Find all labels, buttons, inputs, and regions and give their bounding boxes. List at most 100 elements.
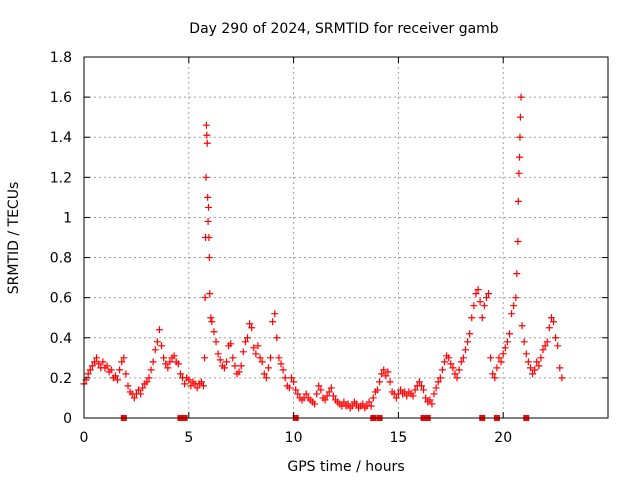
data-point <box>229 354 237 362</box>
data-point <box>264 364 272 372</box>
data-point <box>207 314 215 322</box>
data-point <box>438 366 446 374</box>
data-point <box>208 318 216 326</box>
data-point <box>411 386 419 394</box>
data-point <box>382 372 390 380</box>
data-point <box>204 217 212 225</box>
data-point <box>514 197 522 205</box>
data-point <box>478 314 486 322</box>
data-point <box>537 354 545 362</box>
data-point <box>246 320 254 328</box>
data-point <box>378 370 386 378</box>
data-point <box>111 372 119 380</box>
data-point <box>93 354 101 362</box>
data-point <box>223 358 231 366</box>
data-point <box>151 346 159 354</box>
data-point <box>550 318 558 326</box>
data-point <box>279 366 287 374</box>
data-point <box>258 358 266 366</box>
data-point <box>472 290 480 298</box>
data-point <box>482 294 490 302</box>
data-point <box>359 400 367 408</box>
data-point <box>556 364 564 372</box>
data-point <box>256 354 264 362</box>
data-point <box>539 346 547 354</box>
data-point <box>99 358 107 366</box>
data-point <box>203 139 211 147</box>
data-point <box>201 354 209 362</box>
data-point <box>493 364 501 372</box>
data-point <box>426 396 434 404</box>
data-point <box>197 378 205 386</box>
data-point <box>205 203 213 211</box>
data-point <box>487 354 495 362</box>
data-point <box>417 382 425 390</box>
data-point <box>466 330 474 338</box>
data-point <box>474 286 482 294</box>
data-point <box>340 398 348 406</box>
data-point <box>237 362 245 370</box>
data-point <box>262 374 270 382</box>
data-point <box>145 374 153 382</box>
data-point <box>508 310 516 318</box>
data-point <box>95 360 103 368</box>
data-point <box>88 362 96 370</box>
data-point <box>143 378 151 386</box>
chart-title: Day 290 of 2024, SRMTID for receiver gam… <box>189 21 499 37</box>
y-tick-label: 1.6 <box>50 90 72 106</box>
data-point <box>116 366 124 374</box>
data-point <box>273 334 281 342</box>
data-point <box>134 386 142 394</box>
data-point <box>516 133 524 141</box>
data-point <box>515 169 523 177</box>
data-point <box>294 390 302 398</box>
data-point <box>367 402 375 410</box>
data-point <box>204 193 212 201</box>
data-point <box>290 378 298 386</box>
data-point <box>181 380 189 388</box>
data-point <box>166 358 174 366</box>
data-point <box>552 334 560 342</box>
data-point <box>202 173 210 181</box>
data-point <box>457 358 465 366</box>
data-point <box>541 342 549 350</box>
data-point <box>235 368 243 376</box>
data-point <box>281 374 289 382</box>
data-point <box>352 400 360 408</box>
data-point <box>436 374 444 382</box>
data-point <box>323 392 331 400</box>
y-tick-label: 0.4 <box>50 331 72 347</box>
data-point <box>480 302 488 310</box>
data-point <box>476 298 484 306</box>
data-point <box>499 350 507 358</box>
data-point <box>380 366 388 374</box>
data-point <box>277 360 285 368</box>
data-point <box>205 254 213 262</box>
plot-frame <box>83 56 609 419</box>
data-point <box>170 352 178 360</box>
data-point <box>214 350 222 358</box>
data-point <box>447 360 455 368</box>
data-point <box>505 330 513 338</box>
data-point <box>459 354 467 362</box>
data-point <box>114 376 122 384</box>
data-point <box>205 234 213 241</box>
axes: 0 0.2 0.4 0.6 0.8 1 1.2 1.4 1.6 1.8 0 5 10 15 20 <box>50 50 608 446</box>
y-tick-label: 0.8 <box>50 251 72 267</box>
data-point <box>453 374 461 382</box>
data-point <box>441 358 449 366</box>
data-point <box>513 270 521 278</box>
data-point <box>84 370 92 378</box>
data-point <box>470 302 478 310</box>
data-point <box>160 354 168 362</box>
x-tick-label: 0 <box>80 430 89 446</box>
data-point <box>535 362 543 370</box>
data-point <box>176 370 184 378</box>
data-point <box>491 374 499 382</box>
data-point <box>267 354 275 362</box>
data-point <box>124 382 132 390</box>
data-point <box>445 354 453 362</box>
data-point <box>248 324 256 332</box>
data-point <box>489 370 497 378</box>
